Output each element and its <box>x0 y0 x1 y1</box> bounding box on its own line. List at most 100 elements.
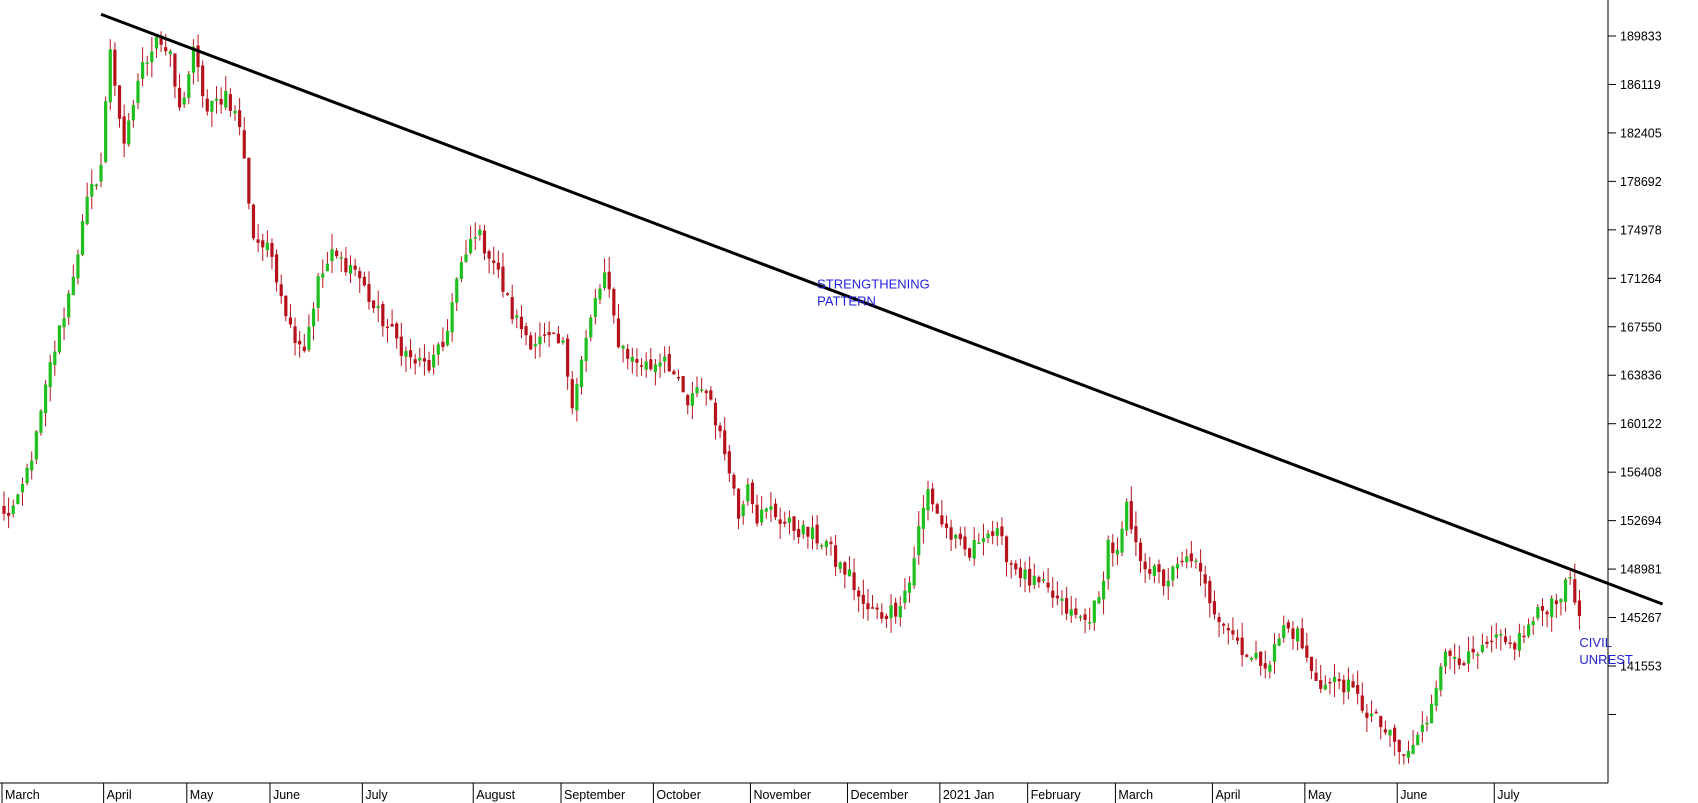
candle <box>1430 695 1433 724</box>
candle <box>1153 564 1156 583</box>
candle-body-down <box>201 65 204 96</box>
candle <box>1481 634 1484 654</box>
candle-body-up <box>12 506 15 515</box>
candle <box>626 344 629 370</box>
candle-body-up <box>62 318 65 327</box>
candle <box>293 318 296 356</box>
candle <box>1033 564 1036 589</box>
candle-body-up <box>1167 581 1170 587</box>
candle <box>1398 739 1401 764</box>
candle <box>926 481 929 521</box>
candle <box>123 105 126 158</box>
candle <box>880 603 883 623</box>
candle <box>335 248 338 259</box>
candle <box>1074 598 1077 619</box>
candle-body-down <box>635 359 638 363</box>
candle <box>1490 626 1493 653</box>
candle <box>206 89 209 115</box>
candle <box>889 594 892 633</box>
candle <box>1162 569 1165 596</box>
candle <box>769 492 772 522</box>
candle-body-up <box>658 363 661 367</box>
candle <box>714 398 717 439</box>
candle-body-down <box>1384 729 1387 732</box>
candle <box>1356 671 1359 705</box>
candle-body-up <box>1476 654 1479 656</box>
candle <box>506 292 509 296</box>
candle-body-up <box>913 558 916 585</box>
candle <box>330 234 333 273</box>
candle <box>275 249 278 291</box>
candle <box>1208 576 1211 617</box>
candle <box>1259 651 1262 675</box>
candle <box>1167 568 1170 600</box>
candle-body-up <box>146 63 149 65</box>
candle-body-down <box>968 548 971 557</box>
candle <box>788 511 791 535</box>
candle <box>1467 637 1470 672</box>
candle <box>298 331 301 358</box>
candle <box>437 342 440 365</box>
candle <box>825 539 828 555</box>
candle-body-up <box>982 538 985 542</box>
candle-body-up <box>1153 566 1156 576</box>
candle <box>936 502 939 514</box>
candle-body-up <box>127 121 130 145</box>
candle-body-up <box>1120 529 1123 553</box>
candle <box>21 478 24 506</box>
candle-body-up <box>917 526 920 555</box>
candle-body-down <box>668 354 671 371</box>
candle-body-down <box>1241 638 1244 655</box>
candle-body-up <box>580 360 583 388</box>
candle <box>866 589 869 621</box>
candle <box>187 71 190 104</box>
candle <box>1301 618 1304 649</box>
candle-body-down <box>1065 598 1068 614</box>
candle-body-down <box>640 365 643 367</box>
candle <box>1518 624 1521 657</box>
candle <box>566 334 569 390</box>
candle <box>474 222 477 250</box>
candle <box>534 332 537 358</box>
candle-body-down <box>1555 600 1558 604</box>
candle-body-down <box>520 317 523 329</box>
candle <box>968 547 971 560</box>
candle-body-down <box>1351 681 1354 687</box>
candle-body-up <box>451 302 454 332</box>
candle-body-up <box>53 352 56 366</box>
candle-body-up <box>349 265 352 274</box>
candle <box>816 515 819 550</box>
candle <box>529 332 532 350</box>
candle-body-down <box>1056 596 1059 599</box>
candle-body-up <box>1079 617 1082 619</box>
candle-body-up <box>150 51 153 62</box>
candle-body-up <box>926 489 929 510</box>
candle <box>829 536 832 555</box>
candle <box>30 451 33 479</box>
candle-body-up <box>1569 577 1572 579</box>
candle-body-up <box>1550 598 1553 617</box>
candle <box>1444 649 1447 674</box>
candle <box>913 546 916 588</box>
candle-body-down <box>548 332 551 335</box>
candle <box>871 595 874 609</box>
candle-body-down <box>1402 754 1405 756</box>
candle <box>1093 600 1096 630</box>
x-tick-label: April <box>107 788 132 802</box>
candle-body-up <box>446 331 449 345</box>
candle-body-down <box>289 317 292 324</box>
candle <box>1176 557 1179 579</box>
candle <box>321 259 324 288</box>
candle <box>977 533 980 544</box>
candle <box>1227 623 1230 644</box>
candle <box>354 259 357 276</box>
candle <box>1375 709 1378 714</box>
candle <box>372 300 375 313</box>
candle-body-down <box>649 359 652 369</box>
candle-body-down <box>885 616 888 619</box>
candle <box>1051 577 1054 607</box>
candle-body-up <box>663 357 666 362</box>
candle-body-down <box>566 338 569 376</box>
candle <box>511 285 514 324</box>
candle <box>663 346 666 373</box>
